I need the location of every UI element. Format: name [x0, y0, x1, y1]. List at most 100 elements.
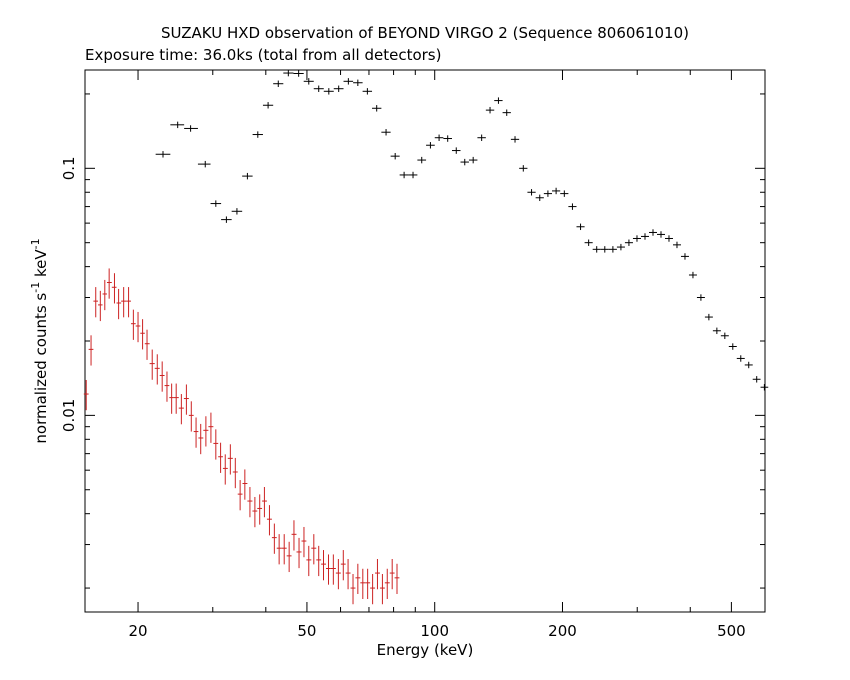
data-point [543, 190, 553, 197]
data-point [657, 231, 665, 238]
data-point [340, 550, 346, 581]
data-point [306, 545, 312, 577]
data-point [552, 187, 561, 195]
data-point [155, 151, 171, 158]
data-point [193, 417, 199, 448]
data-point [519, 165, 528, 172]
data-point [188, 401, 194, 432]
data-point [126, 287, 131, 318]
data-point [178, 394, 184, 425]
data-point [345, 559, 351, 590]
data-point [696, 294, 705, 301]
data-point [381, 129, 391, 136]
x-tick-label: 50 [297, 622, 316, 640]
data-point [584, 239, 593, 246]
data-point [592, 246, 601, 253]
y-axis-label: normalized counts s-1 keV-1 [29, 238, 50, 443]
data-point [262, 486, 267, 518]
data-point [271, 523, 277, 554]
data-point [728, 343, 737, 350]
series-0 [155, 69, 769, 391]
data-point [394, 563, 400, 595]
data-point [281, 534, 287, 565]
data-point [164, 371, 170, 402]
data-point [170, 121, 185, 129]
chart-title: SUZAKU HXD observation of BEYOND VIRGO 2… [161, 24, 689, 42]
data-point [417, 156, 427, 164]
data-point [218, 442, 223, 473]
data-point [311, 534, 317, 565]
data-point [283, 69, 294, 77]
data-point [98, 290, 103, 322]
data-point [355, 563, 361, 595]
data-point [247, 486, 253, 518]
data-point [213, 429, 219, 460]
data-point [296, 537, 302, 569]
data-point [343, 78, 354, 85]
data-point [130, 309, 136, 340]
data-point [560, 190, 569, 197]
data-point [111, 273, 117, 304]
y-axis: 0.1 0.01 [60, 93, 765, 589]
data-point [252, 496, 258, 528]
y-axis-label-exp1: -1 [29, 282, 42, 293]
data-point [736, 355, 745, 362]
series-1 [83, 268, 400, 605]
data-point [680, 253, 689, 260]
data-point [390, 152, 400, 160]
data-point [502, 109, 511, 116]
data-point [197, 160, 211, 168]
y-axis-label-main: normalized counts s [32, 293, 50, 444]
data-point [301, 526, 307, 558]
data-point [632, 235, 641, 242]
data-point [494, 97, 503, 104]
data-point [184, 125, 198, 132]
data-point [93, 287, 99, 318]
data-point [744, 361, 753, 369]
y-tick-label: 0.01 [60, 399, 78, 432]
data-point [252, 131, 263, 138]
data-point [221, 216, 232, 223]
data-point [273, 80, 284, 87]
data-point [664, 235, 673, 242]
data-point [183, 384, 189, 415]
data-point [477, 134, 486, 141]
data-point [616, 243, 625, 251]
data-point [106, 268, 112, 299]
x-axis-label: Energy (keV) [377, 641, 474, 659]
data-point [379, 573, 385, 605]
x-tick-label: 200 [548, 622, 577, 640]
data-point [276, 534, 282, 565]
data-point [362, 88, 373, 95]
data-point [350, 573, 356, 605]
data-point [135, 311, 141, 343]
data-point [242, 172, 253, 180]
data-point [688, 271, 697, 279]
data-series [83, 69, 769, 605]
data-point [360, 568, 366, 600]
data-point [116, 288, 122, 320]
data-point [242, 469, 248, 500]
data-point [624, 239, 633, 246]
data-point [600, 246, 609, 253]
data-point [231, 208, 243, 215]
data-point [527, 189, 536, 196]
chart-subtitle: Exposure time: 36.0ks (total from all de… [85, 46, 441, 64]
data-point [266, 505, 272, 536]
data-point [83, 379, 89, 411]
data-point [121, 287, 127, 318]
data-point [712, 327, 721, 335]
data-point [321, 550, 326, 581]
data-point [333, 85, 344, 92]
y-axis-label-mid: keV [32, 249, 50, 282]
data-point [330, 554, 336, 585]
data-point [210, 200, 222, 207]
data-point [203, 416, 209, 447]
data-point [198, 423, 204, 455]
data-point [313, 85, 324, 92]
data-point [257, 494, 263, 525]
plot-frame [84, 69, 766, 613]
data-point [293, 70, 304, 77]
data-point [237, 480, 243, 511]
